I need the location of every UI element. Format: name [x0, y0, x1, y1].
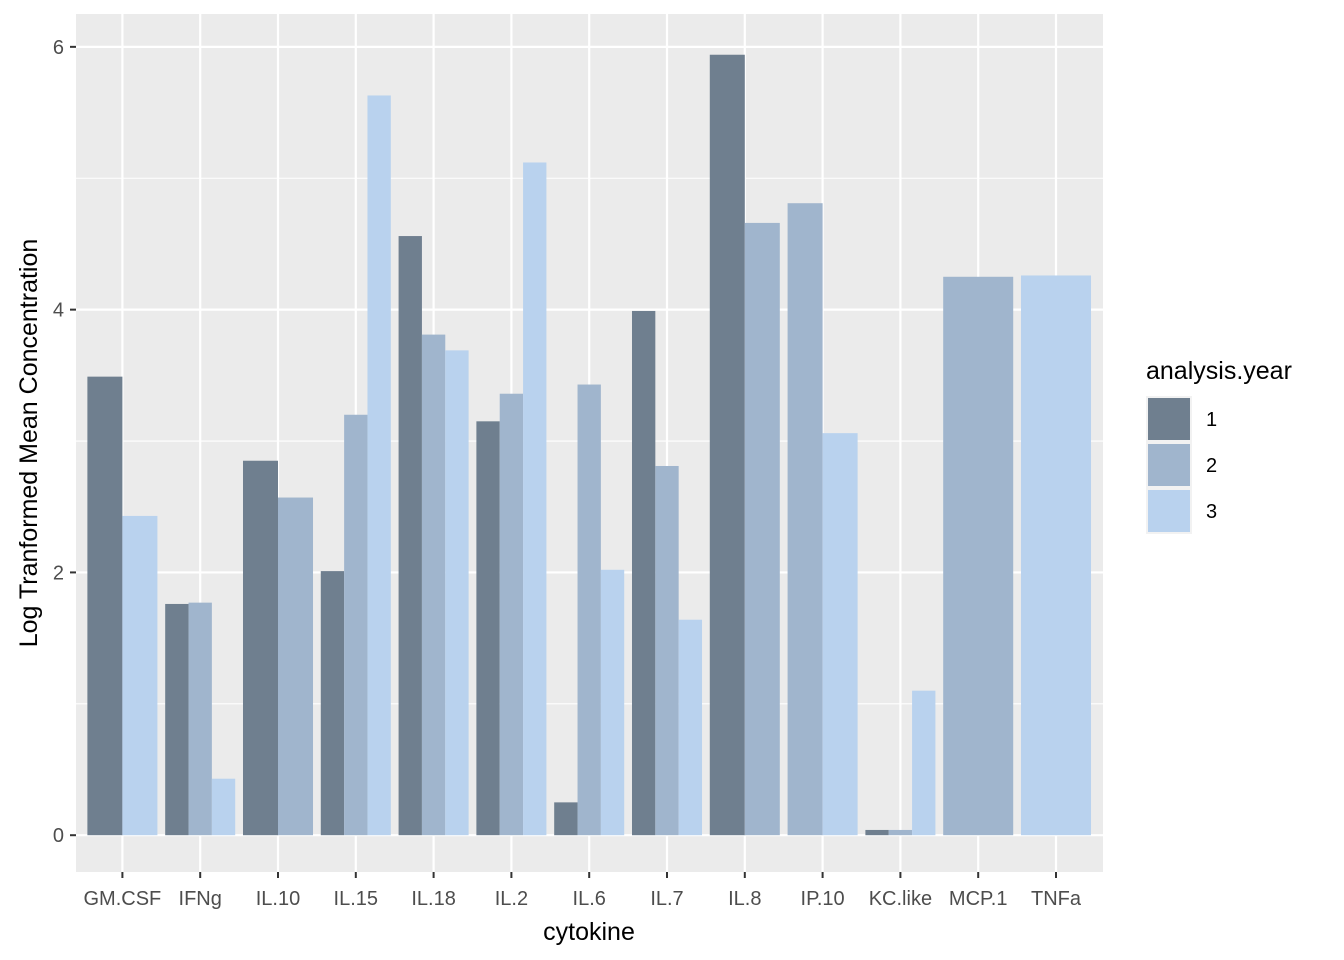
x-tick-label: IP.10 — [801, 888, 845, 910]
legend: analysis.year 1 2 3 — [1146, 357, 1292, 534]
legend-label-year-3: 3 — [1206, 501, 1217, 523]
bar-il-7-year-3 — [678, 619, 703, 836]
legend-key-year-3 — [1148, 490, 1190, 532]
x-axis: GM.CSF IFNg IL.10 IL.15 IL.18 IL.2 IL.6 IL.7 IL.… — [84, 872, 1082, 910]
y-axis-title: Log Tranformed Mean Concentration — [15, 239, 43, 648]
bar-gm-csf-year-3 — [122, 515, 158, 836]
bar-kc-like-year-3 — [912, 690, 936, 836]
bar-il-7-year-2 — [655, 465, 679, 836]
legend-label-year-2: 2 — [1206, 455, 1217, 477]
bar-ifng-year-1 — [165, 603, 189, 836]
bar-il-10-year-2 — [278, 497, 314, 836]
bar-il-8-year-1 — [709, 54, 745, 836]
bar-il-7-year-1 — [631, 310, 656, 836]
bar-il-15-year-2 — [344, 414, 368, 836]
x-tick-label: IL.8 — [728, 888, 761, 910]
x-tick-label: TNFa — [1031, 888, 1082, 910]
legend-label-year-1: 1 — [1206, 409, 1217, 431]
bar-ip-10-year-2 — [787, 203, 823, 836]
legend-key-year-2 — [1148, 444, 1190, 486]
bar-ifng-year-3 — [211, 778, 236, 836]
y-tick-label: 0 — [53, 825, 64, 847]
bar-il-10-year-1 — [242, 460, 278, 836]
bar-il-6-year-3 — [600, 569, 625, 836]
bar-il-18-year-3 — [445, 350, 469, 836]
bar-il-8-year-2 — [744, 222, 780, 836]
x-tick-label: IL.18 — [411, 888, 455, 910]
bar-mcp-1-year-2 — [943, 276, 1014, 836]
y-tick-label: 4 — [53, 300, 64, 322]
x-axis-title: cytokine — [543, 918, 635, 946]
bar-kc-like-year-1 — [865, 829, 889, 836]
legend-key-year-1 — [1148, 398, 1190, 440]
x-tick-label: KC.like — [869, 888, 932, 910]
x-tick-label: IFNg — [179, 888, 222, 910]
bar-il-2-year-2 — [499, 393, 524, 836]
x-tick-label: IL.15 — [334, 888, 378, 910]
bar-ip-10-year-3 — [822, 433, 858, 836]
legend-title: analysis.year — [1146, 357, 1292, 385]
y-axis: 0 2 4 6 — [53, 37, 76, 847]
x-tick-label: IL.10 — [256, 888, 300, 910]
y-tick-label: 2 — [53, 562, 64, 584]
bar-tnfa-year-3 — [1020, 275, 1092, 836]
x-tick-label: GM.CSF — [84, 888, 162, 910]
bar-il-2-year-3 — [523, 162, 547, 836]
bar-il-2-year-1 — [476, 421, 500, 836]
bar-il-18-year-1 — [398, 236, 422, 836]
x-tick-label: IL.6 — [573, 888, 606, 910]
x-tick-label: MCP.1 — [949, 888, 1008, 910]
bars — [87, 54, 1092, 836]
bar-il-6-year-2 — [577, 384, 601, 836]
bar-kc-like-year-2 — [888, 829, 913, 836]
x-tick-label: IL.7 — [650, 888, 683, 910]
x-tick-label: IL.2 — [495, 888, 528, 910]
bar-il-6-year-1 — [554, 802, 578, 836]
bar-il-18-year-2 — [421, 334, 446, 836]
bar-il-15-year-1 — [320, 571, 345, 836]
bar-ifng-year-2 — [188, 602, 212, 836]
y-tick-label: 6 — [53, 37, 64, 59]
bar-gm-csf-year-1 — [87, 376, 123, 836]
bar-il-15-year-3 — [367, 95, 391, 836]
